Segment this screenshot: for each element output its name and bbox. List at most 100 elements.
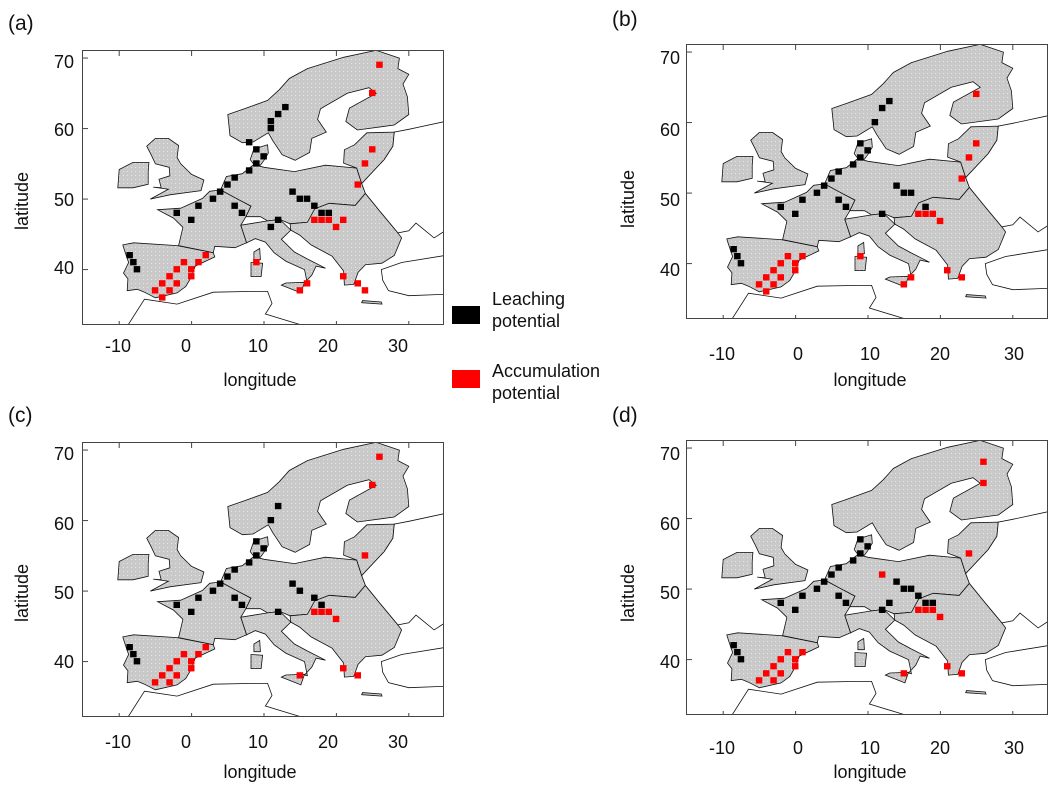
x-tick-label: 10 xyxy=(859,738,881,758)
y-axis-label: latitude xyxy=(618,563,638,622)
leaching-cell xyxy=(318,601,325,608)
leaching-cell xyxy=(900,189,908,196)
sardinia-region xyxy=(250,262,264,277)
accumulation-cell xyxy=(325,608,332,615)
leaching-cell xyxy=(842,203,850,210)
accumulation-cell xyxy=(777,670,784,677)
leaching-cell xyxy=(282,103,289,111)
britain-region xyxy=(146,138,205,200)
leaching-cell xyxy=(216,580,224,587)
accumulation-cell xyxy=(332,615,340,623)
leaching-cell xyxy=(209,587,217,594)
accumulation-cell xyxy=(180,259,188,266)
eastEurope-region xyxy=(361,513,443,631)
leaching-cell xyxy=(915,592,922,599)
france-region xyxy=(156,581,252,646)
leaching-cell xyxy=(267,517,275,524)
leaching-cell xyxy=(886,97,893,105)
accumulation-cell xyxy=(311,608,318,615)
leaching-cell xyxy=(173,209,180,216)
y-tick-label: 70 xyxy=(659,444,680,464)
accumulation-cell xyxy=(770,281,777,288)
balkans-region xyxy=(893,582,1007,676)
accumulation-cell xyxy=(325,216,332,223)
accumulation-cell xyxy=(332,223,340,231)
map-plot xyxy=(686,440,1048,715)
scandinavia-region xyxy=(227,443,410,553)
accumulation-cell xyxy=(784,253,792,260)
leaching-cell xyxy=(857,140,864,147)
accumulation-cell xyxy=(900,281,908,288)
leaching-label-line1: Leaching xyxy=(492,289,566,309)
leaching-cell xyxy=(245,559,253,566)
sardinia-region xyxy=(854,256,868,271)
accumulation-cell xyxy=(936,217,944,225)
eastEurope-region xyxy=(361,121,443,239)
leaching-cell xyxy=(737,260,745,267)
turkey-region xyxy=(380,647,443,689)
accumulation-cell xyxy=(361,552,369,559)
y-tick-label: 50 xyxy=(53,583,74,603)
accumulation-cell xyxy=(973,90,980,98)
x-axis-label: longitude xyxy=(223,762,297,782)
eastEurope-region xyxy=(965,511,1047,629)
leaching-cell xyxy=(929,599,936,606)
accumulation-cell xyxy=(166,679,173,686)
accumulation-cell xyxy=(166,665,173,672)
map-plot xyxy=(686,44,1048,319)
leaching-cell xyxy=(792,210,799,217)
leaching-cell xyxy=(842,599,850,606)
leaching-cell xyxy=(303,195,311,202)
accumulation-cell xyxy=(980,479,987,487)
accumulation-cell xyxy=(958,175,965,182)
leaching-cell xyxy=(231,202,238,209)
balkans-region xyxy=(289,584,403,678)
y-tick-label: 50 xyxy=(659,583,680,603)
y-tick-label: 40 xyxy=(53,258,74,278)
leaching-cell xyxy=(922,203,929,210)
accumulation-cell xyxy=(188,266,195,273)
accumulation-cell xyxy=(159,672,166,679)
northAfrica-region xyxy=(128,291,300,324)
accumulation-cell xyxy=(799,253,806,260)
leaching-cell xyxy=(922,599,929,606)
leaching-cell xyxy=(777,599,784,606)
leaching-cell xyxy=(907,585,915,592)
leaching-cell xyxy=(130,259,137,266)
y-tick-label: 70 xyxy=(659,48,680,68)
leaching-cell xyxy=(238,601,246,608)
accumulation-cell xyxy=(340,273,347,280)
y-tick-label: 60 xyxy=(53,120,74,140)
accumulation-cell xyxy=(792,663,799,670)
leaching-cell xyxy=(173,601,180,608)
accumulation-cell xyxy=(965,154,973,161)
france-region xyxy=(760,579,856,644)
leaching-cell xyxy=(195,594,202,601)
leaching-cell xyxy=(893,182,900,189)
accumulation-cell xyxy=(857,253,864,260)
leaching-cell xyxy=(799,196,806,203)
leaching-swatch xyxy=(452,306,480,324)
accumulation-cell xyxy=(318,216,325,223)
accumulation-cell xyxy=(188,658,195,665)
leaching-cell xyxy=(267,118,275,125)
accumulation-cell xyxy=(944,267,951,274)
leaching-cell xyxy=(296,587,304,594)
leaching-cell xyxy=(274,216,282,223)
balkans-region xyxy=(893,186,1007,280)
accumulation-cell xyxy=(878,571,886,578)
x-tick-label: 20 xyxy=(317,336,339,356)
leaching-cell xyxy=(878,210,886,217)
accumulation-cell xyxy=(965,550,973,557)
accumulation-cell xyxy=(922,210,929,217)
accumulation-cell xyxy=(376,453,383,460)
accumulation-cell xyxy=(915,606,922,613)
scandinavia-region xyxy=(227,51,410,161)
x-tick-label: 20 xyxy=(929,738,951,758)
leaching-cell xyxy=(133,266,141,273)
leaching-cell xyxy=(195,202,202,209)
leaching-cell xyxy=(900,585,908,592)
britain-region xyxy=(750,528,809,590)
x-tick-label: 10 xyxy=(247,336,269,356)
accumulation-cell xyxy=(973,140,980,147)
